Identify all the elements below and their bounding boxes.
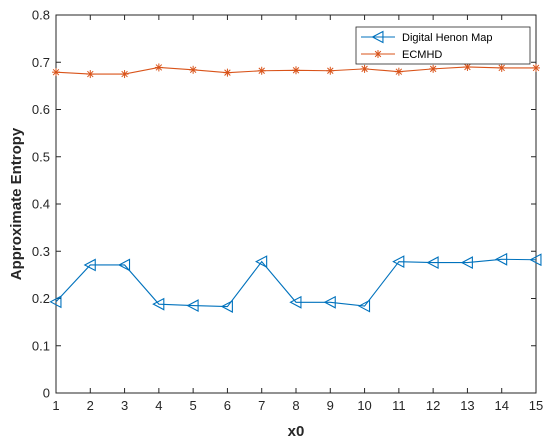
x-tick-label: 2 — [87, 398, 94, 413]
data-point-ecmhd — [463, 62, 472, 71]
data-point-ecmhd — [154, 63, 163, 72]
y-tick-label: 0.4 — [32, 197, 50, 212]
data-point-henon — [49, 295, 62, 309]
x-axis-title: x0 — [288, 423, 305, 440]
plot-area — [55, 14, 537, 394]
data-point-ecmhd — [52, 68, 60, 77]
x-tick-label: 15 — [529, 398, 543, 413]
y-tick-label: 0.5 — [32, 149, 50, 164]
y-tick-label: 0.8 — [32, 8, 50, 23]
data-point-ecmhd — [257, 66, 266, 75]
x-tick-label: 4 — [155, 398, 162, 413]
data-point-ecmhd — [86, 70, 95, 79]
data-point-henon — [426, 256, 439, 270]
x-tick-label: 5 — [190, 398, 197, 413]
y-tick-label: 0.3 — [32, 244, 50, 259]
legend-label-henon: Digital Henon Map — [402, 32, 493, 44]
data-point-ecmhd — [429, 64, 438, 73]
x-tick-label: 9 — [327, 398, 334, 413]
legend: Digital Henon Map ECMHD — [355, 26, 531, 65]
data-point-ecmhd — [223, 68, 232, 77]
data-point-henon — [357, 299, 371, 313]
x-tick-label: 8 — [292, 398, 299, 413]
x-tick-label: 11 — [392, 398, 406, 413]
y-axis: 0 0.1 0.2 0.3 0.4 0.5 0.6 0.7 0.8 — [32, 8, 536, 401]
x-tick-label: 14 — [494, 398, 508, 413]
data-point-ecmhd — [497, 63, 506, 72]
data-point-henon — [495, 252, 508, 266]
data-point-henon — [186, 299, 199, 312]
legend-marker-henon — [371, 30, 384, 44]
x-axis: 1 2 3 4 5 6 7 8 9 10 11 12 13 14 15 — [52, 15, 543, 413]
x-tick-label: 6 — [224, 398, 231, 413]
data-point-henon — [460, 256, 473, 270]
x-tick-label: 7 — [258, 398, 265, 413]
y-tick-label: 0.7 — [32, 55, 50, 70]
data-point-ecmhd — [189, 65, 198, 74]
data-point-henon — [117, 258, 131, 272]
data-point-henon — [289, 295, 302, 309]
x-tick-label: 1 — [52, 398, 59, 413]
data-point-henon — [529, 253, 542, 267]
data-point-ecmhd — [326, 66, 335, 75]
y-axis-title: Approximate Entropy — [8, 127, 25, 280]
y-tick-label: 0.6 — [32, 102, 50, 117]
y-tick-label: 0 — [43, 386, 50, 401]
data-point-ecmhd — [360, 64, 369, 73]
data-point-ecmhd — [120, 70, 129, 79]
legend-box — [355, 26, 531, 65]
data-point-henon — [152, 297, 165, 311]
legend-label-ecmhd: ECMHD — [402, 49, 442, 61]
x-tick-label: 3 — [121, 398, 128, 413]
y-tick-label: 0.2 — [32, 291, 50, 306]
series-layer — [49, 62, 542, 313]
legend-marker-ecmhd — [374, 50, 382, 58]
data-point-ecmhd — [292, 66, 300, 75]
data-point-henon — [220, 300, 233, 313]
x-tick-label: 12 — [426, 398, 440, 413]
data-point-henon — [392, 255, 405, 269]
y-tick-label: 0.1 — [32, 338, 50, 353]
data-point-henon — [323, 295, 336, 309]
x-tick-label: 10 — [357, 398, 371, 413]
data-point-ecmhd — [394, 67, 403, 76]
series-line-henon — [55, 258, 537, 308]
data-point-ecmhd — [532, 63, 540, 72]
x-tick-label: 13 — [460, 398, 474, 413]
data-point-henon — [83, 258, 96, 272]
data-point-henon — [255, 255, 268, 269]
